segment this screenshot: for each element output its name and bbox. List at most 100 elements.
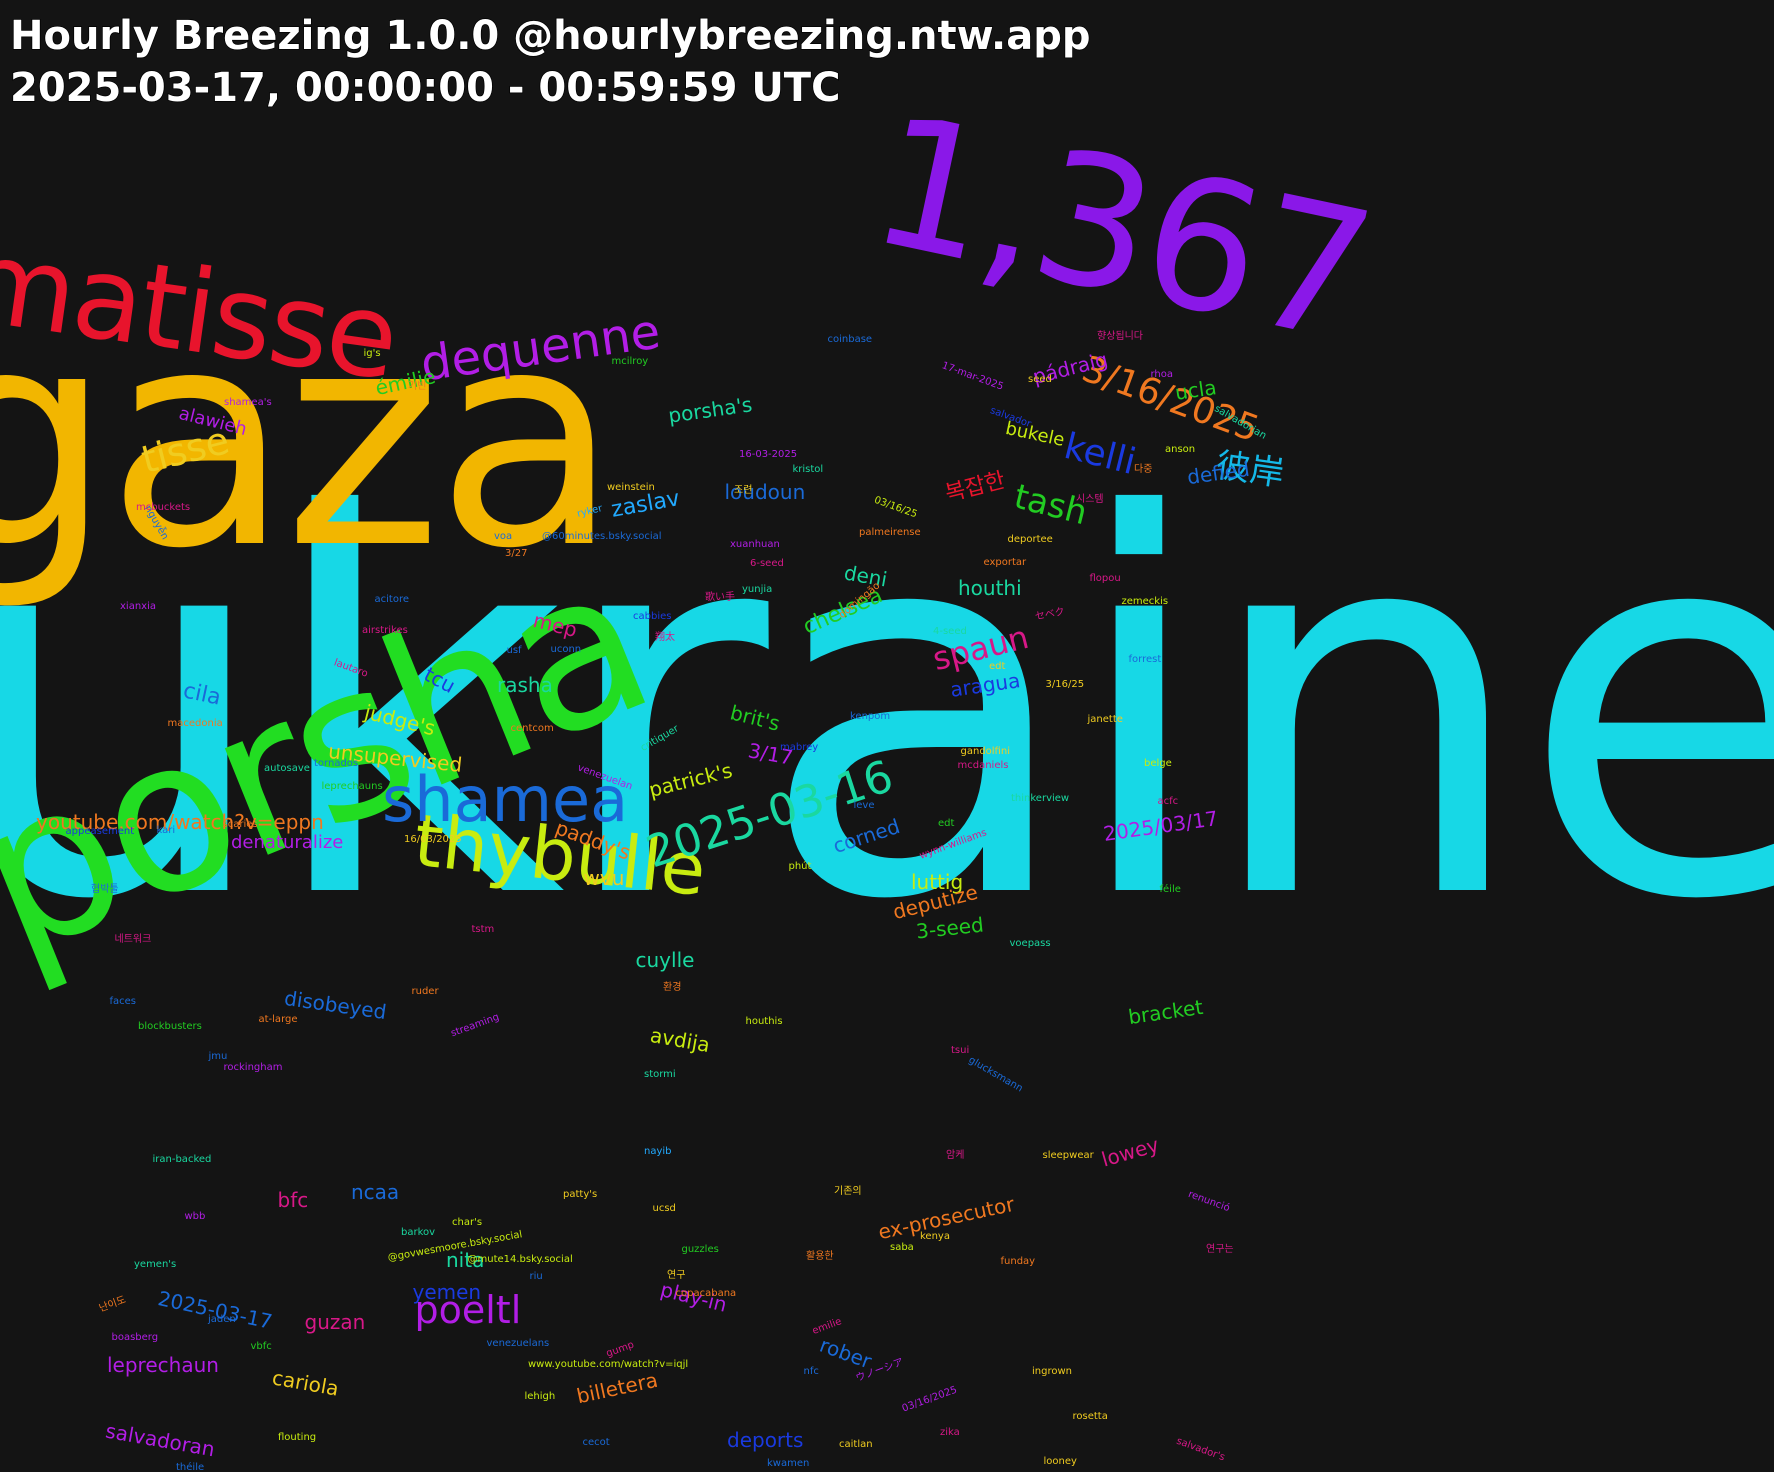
cloud-word: rober <box>816 1332 875 1374</box>
cloud-word: tornados <box>314 758 359 769</box>
cloud-word: usf <box>506 645 522 656</box>
cloud-word: youtube.com/watch?v=eppn <box>36 810 324 834</box>
cloud-word: edt <box>989 661 1006 672</box>
cloud-word: kenya <box>920 1231 950 1242</box>
cloud-word: autosave <box>264 763 310 774</box>
cloud-word: scaries <box>222 819 258 830</box>
cloud-word: houthi <box>958 576 1022 600</box>
cloud-word: 歌い手 <box>705 592 735 603</box>
cloud-word: zika <box>940 1427 960 1438</box>
cloud-word: wvu <box>583 866 625 890</box>
cloud-word: glucksmann <box>966 1054 1024 1095</box>
cloud-word: cuylle <box>635 948 695 972</box>
cloud-word: ruder <box>411 986 439 997</box>
cloud-word: gandolfini <box>960 746 1010 757</box>
cloud-word: patty's <box>563 1189 598 1200</box>
cloud-word: 3/16/25 <box>1045 679 1085 690</box>
cloud-word: nayib <box>644 1146 672 1157</box>
cloud-word: tstm <box>471 924 495 935</box>
cloud-word: char's <box>452 1217 483 1228</box>
cloud-word: guzan <box>304 1310 366 1334</box>
cloud-word: sleepwear <box>1042 1150 1094 1161</box>
cloud-word: nfc <box>803 1366 819 1377</box>
cloud-word: 2025-03-17 <box>155 1286 275 1334</box>
cloud-word: renunció <box>1186 1188 1231 1215</box>
cloud-word: 다중 <box>1134 464 1153 475</box>
cloud-word: streaming <box>448 1011 501 1040</box>
cloud-word: luttig <box>911 870 964 894</box>
cloud-word: forrest <box>1128 654 1162 665</box>
cloud-word: houthis <box>745 1016 783 1027</box>
cloud-word: tsui <box>951 1045 970 1056</box>
cloud-word: shamea's <box>224 397 272 408</box>
cloud-word: copacabana <box>675 1288 737 1299</box>
cloud-word: faces <box>109 996 137 1007</box>
cloud-word: ig's <box>363 348 381 359</box>
cloud-word: iran-backed <box>152 1154 212 1165</box>
cloud-word: 조련 <box>734 485 753 496</box>
cloud-word: 연구는 <box>1206 1244 1234 1255</box>
cloud-word: mcbuckets <box>136 502 191 513</box>
cloud-word: poeltl <box>414 1288 522 1332</box>
cloud-word: voepass <box>1009 938 1051 949</box>
cloud-word: stormi <box>644 1069 676 1080</box>
cloud-word: kwamen <box>767 1458 810 1469</box>
cloud-word: mcdaniels <box>957 760 1009 771</box>
cloud-word: www.youtube.com/watch?v=iqjl <box>528 1359 689 1370</box>
cloud-word: féile <box>1159 884 1181 895</box>
cloud-word: gaza <box>0 265 620 614</box>
cloud-word: leprechaun <box>107 1353 219 1377</box>
time-range: 2025-03-17, 00:00:00 - 00:59:59 UTC <box>9 64 841 112</box>
header: Hourly Breezing 1.0.0 @hourlybreezing.nt… <box>9 10 1091 114</box>
cloud-word: thinkerview <box>1011 793 1070 804</box>
cloud-word: deports <box>727 1428 804 1452</box>
cloud-word: 16-03-2025 <box>739 449 798 460</box>
cloud-word: 1,367 <box>855 75 1386 384</box>
cloud-word: guzzles <box>681 1244 719 1255</box>
cloud-word: 협박툴 <box>91 884 119 895</box>
cloud-word: ingrown <box>1032 1366 1072 1377</box>
cloud-word: 17-mar-2025 <box>939 360 1005 393</box>
cloud-word: deportee <box>1007 534 1053 545</box>
cloud-word: blockbusters <box>138 1021 202 1032</box>
cloud-word: 4-seed <box>933 626 967 637</box>
cloud-word: voa <box>494 531 513 542</box>
cloud-word: 3/27 <box>505 548 528 559</box>
cloud-word: 향상됩니다 <box>1097 331 1143 342</box>
cloud-word: 翔太 <box>655 632 675 643</box>
cloud-word: 환경 <box>663 982 682 993</box>
cloud-word: weinstein <box>607 482 655 493</box>
cloud-word: bfc <box>277 1188 309 1212</box>
cloud-word: mcilroy <box>611 356 649 367</box>
cloud-word: ucsd <box>652 1203 676 1214</box>
cloud-word: flouting <box>278 1432 317 1443</box>
cloud-word: caitlan <box>839 1439 873 1450</box>
cloud-word: acitore <box>374 594 410 605</box>
cloud-word: edt <box>938 818 955 829</box>
cloud-word: venezuelans <box>486 1338 550 1349</box>
cloud-word: mabrey <box>780 742 819 753</box>
cloud-word: airstrikes <box>362 625 408 636</box>
cloud-word: ucla <box>1173 375 1218 405</box>
cloud-word: rhoa <box>1150 369 1174 380</box>
cloud-word: exportar <box>983 557 1027 568</box>
cloud-word: 16/03/2025 <box>404 834 462 845</box>
cloud-word: looney <box>1043 1456 1077 1467</box>
cloud-word: wbb <box>184 1211 206 1222</box>
cloud-word: kari <box>156 825 176 836</box>
cloud-word: jmu <box>208 1051 228 1062</box>
cloud-word: cabbies <box>633 611 672 622</box>
cloud-word: riu <box>529 1271 543 1282</box>
cloud-word: barkov <box>401 1227 436 1238</box>
cloud-word: nita <box>446 1248 485 1272</box>
cloud-word: appeasement <box>65 826 135 837</box>
cloud-word: seed <box>1028 374 1052 385</box>
cloud-word: janette <box>1087 714 1123 725</box>
cloud-word: lehigh <box>524 1391 556 1402</box>
cloud-word: rockingham <box>223 1062 283 1073</box>
cloud-word: palmeirense <box>859 527 921 538</box>
cloud-word: 네트워크 <box>114 934 152 945</box>
cloud-word: gump <box>604 1339 636 1360</box>
cloud-word: denaturalize <box>231 832 344 853</box>
